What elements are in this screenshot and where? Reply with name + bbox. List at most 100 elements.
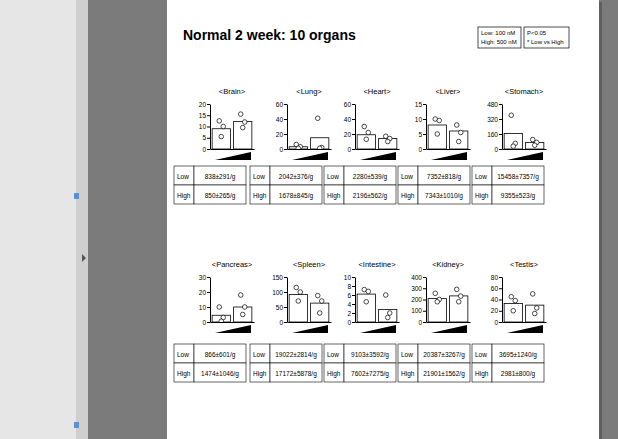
tick-label: 100	[272, 289, 283, 296]
splitter-arrow[interactable]	[82, 254, 86, 262]
tick: 10	[344, 274, 355, 281]
bar	[428, 299, 446, 322]
table-cell	[398, 185, 418, 204]
tick-label: 100	[411, 307, 422, 314]
splitter[interactable]	[76, 0, 88, 439]
table-cell	[174, 166, 194, 185]
dose-wedge	[360, 325, 396, 333]
table-cell	[194, 344, 246, 363]
point	[454, 123, 459, 128]
chart-title: <Liver>	[435, 87, 461, 96]
point	[317, 146, 322, 149]
chart: <Lung>0204060Low2042±376/gHigh1678±845/g	[250, 87, 332, 204]
point	[238, 293, 243, 298]
y-axis: 020406080	[491, 274, 503, 326]
point	[366, 130, 371, 135]
point	[221, 124, 226, 129]
table-text: 9355±523/g	[501, 192, 536, 200]
table-cell	[472, 185, 492, 204]
table-cell	[270, 344, 322, 363]
note-text: P<0.05	[527, 30, 547, 36]
y-axis: 0102030	[199, 274, 211, 326]
bar	[379, 139, 397, 150]
tick: 10	[199, 123, 210, 130]
tick-label: 10	[415, 116, 423, 123]
table-text: High	[253, 192, 267, 200]
tick-mark	[207, 104, 210, 105]
tick: 60	[491, 285, 502, 292]
tick-mark	[284, 277, 287, 278]
table-text: 15458±7357/g	[497, 173, 539, 181]
point	[296, 299, 301, 304]
tick: 6	[347, 292, 355, 299]
chart: <Heart>0204060Low2280±539/gHigh2196±562/…	[324, 87, 400, 204]
viewer-bg	[0, 0, 618, 439]
tick-mark	[352, 277, 355, 278]
table-text: 20387±3267/g	[423, 351, 465, 359]
point	[364, 137, 369, 142]
axis-line	[287, 278, 288, 323]
axis-line	[502, 278, 503, 323]
tick: 15	[415, 101, 426, 108]
chart: <Stomach>0160320480Low15458±7357/gHigh93…	[472, 87, 547, 204]
tick-mark	[423, 149, 426, 150]
table-text: Low	[253, 173, 265, 180]
tick-label: 0	[494, 146, 498, 153]
tick-label: 0	[202, 319, 206, 326]
tick: 5	[202, 134, 210, 141]
table-cell	[174, 344, 194, 363]
axis-line	[427, 322, 471, 323]
table-text: Low	[401, 173, 413, 180]
point	[315, 293, 320, 298]
tick: 15	[199, 112, 210, 119]
tick-label: 5	[202, 134, 206, 141]
point	[385, 139, 390, 144]
table-text: 866±601/g	[205, 351, 236, 359]
table-cell	[250, 166, 270, 185]
tick: 20	[491, 307, 502, 314]
chart: <Spleen>050100150Low19022±2814/gHigh1717…	[250, 260, 332, 382]
tick: 300	[411, 285, 426, 292]
axis-line	[211, 322, 255, 323]
table-cell	[270, 166, 322, 185]
tick-label: 300	[411, 285, 422, 292]
table-text: High	[401, 370, 415, 378]
tick-mark	[423, 277, 426, 278]
tick: 2	[347, 310, 355, 317]
point	[454, 287, 459, 292]
point	[532, 311, 537, 316]
bar	[379, 309, 397, 322]
point	[217, 119, 222, 124]
tick: 40	[344, 116, 355, 123]
tick: 80	[491, 274, 502, 281]
table-cell	[324, 185, 344, 204]
point	[315, 116, 320, 121]
table-text: 3695±1240/g	[499, 351, 537, 359]
table-text: High	[401, 192, 415, 200]
table-text: 1678±845/g	[279, 192, 314, 200]
tick-mark	[499, 300, 502, 301]
tick-label: 20	[491, 307, 499, 314]
table-cell	[398, 363, 418, 382]
chart: <Brain>05101520Low838±291/gHigh850±265/g	[174, 87, 255, 204]
point	[509, 294, 514, 299]
tick-mark	[284, 134, 287, 135]
table-text: High	[253, 370, 267, 378]
y-axis: 0160320480	[487, 101, 502, 153]
tick-label: 20	[344, 131, 352, 138]
chart: <Kidney>0100200300400Low20387±3267/gHigh…	[398, 260, 471, 382]
tick: 30	[199, 274, 210, 281]
chart-title: <Testis>	[510, 260, 539, 269]
chart-title: <Kidney>	[432, 260, 464, 269]
table-text: 7602±7275/g	[351, 370, 389, 378]
tick-label: 4	[347, 301, 351, 308]
axis-line	[503, 322, 547, 323]
axis-line	[426, 278, 427, 323]
tick-mark	[207, 277, 210, 278]
table-cell	[324, 363, 344, 382]
tick: 0	[494, 319, 502, 326]
tick-label: 15	[415, 101, 423, 108]
point	[387, 311, 392, 316]
tick-mark	[499, 149, 502, 150]
table-cell	[418, 344, 470, 363]
